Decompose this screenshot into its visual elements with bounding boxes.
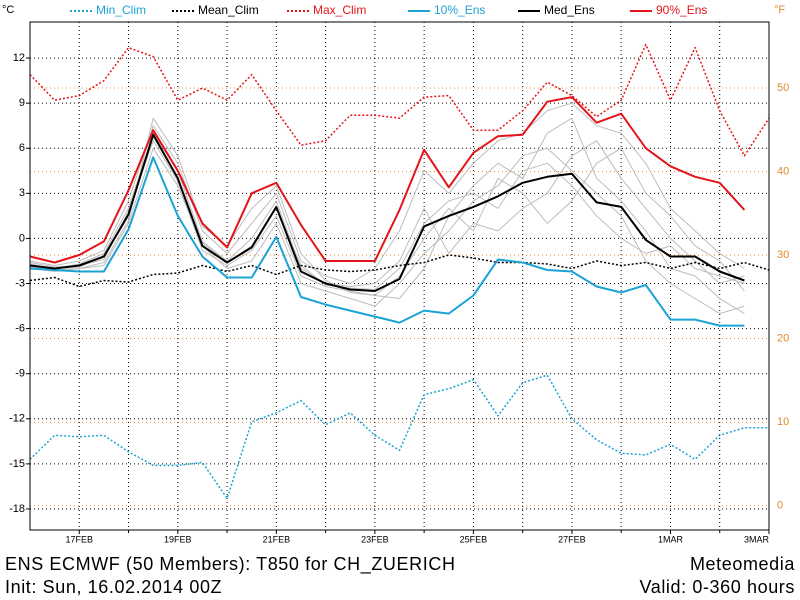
y2-axis-label: °F xyxy=(774,4,785,16)
series-line xyxy=(29,374,769,500)
x-tick-label: 25FEB xyxy=(460,534,488,544)
y-tick-label: -9 xyxy=(15,368,25,380)
chart-title: ENS ECMWF (50 Members): T850 for CH_ZUER… xyxy=(5,554,456,575)
legend-label: 10%_Ens xyxy=(434,3,485,17)
plot-frame xyxy=(29,21,770,531)
y-tick-label: 9 xyxy=(19,97,25,109)
y-tick-label: 12 xyxy=(13,52,25,64)
x-tick-label: 3MAR xyxy=(744,534,770,544)
y-tick-label: -3 xyxy=(15,277,25,289)
y-tick-label: -12 xyxy=(9,413,25,425)
y-tick-label: -15 xyxy=(9,458,25,470)
source: Meteomedia xyxy=(690,554,795,574)
y2-tick-label: 50 xyxy=(777,82,789,94)
y-tick-label: -6 xyxy=(15,323,25,335)
legend-label: Min_Clim xyxy=(96,3,146,17)
series-line xyxy=(29,133,745,292)
y-tick-label: 0 xyxy=(19,232,25,244)
y2-tick-label: 20 xyxy=(777,333,789,345)
y2-tick-label: 10 xyxy=(777,416,789,428)
member-line xyxy=(29,147,745,315)
legend-label: Med_Ens xyxy=(544,3,595,17)
y-tick-label: 3 xyxy=(19,187,25,199)
series-line xyxy=(29,96,746,264)
x-tick-label: 27FEB xyxy=(558,534,586,544)
series-line xyxy=(29,43,770,157)
y2-tick-label: 0 xyxy=(777,500,783,512)
series-line xyxy=(29,156,745,327)
legend-label: Mean_Clim xyxy=(198,3,259,17)
y-axis-label: °C xyxy=(2,4,14,16)
annotation: Valid: 0-360 hours xyxy=(639,577,795,597)
member-line xyxy=(29,117,745,315)
x-tick-label: 17FEB xyxy=(66,534,94,544)
legend-label: 90%_Ens xyxy=(656,3,707,17)
y-tick-label: -18 xyxy=(9,503,25,515)
x-tick-label: 23FEB xyxy=(361,534,389,544)
y2-tick-label: 40 xyxy=(777,165,789,177)
legend-label: Max_Clim xyxy=(313,3,366,17)
x-tick-label: 19FEB xyxy=(164,534,192,544)
x-tick-label: 21FEB xyxy=(263,534,291,544)
chart-subtitle: Init: Sun, 16.02.2014 00Z xyxy=(5,577,222,597)
y2-tick-label: 30 xyxy=(777,249,789,261)
x-tick-label: 1MAR xyxy=(658,534,684,544)
y-tick-label: 6 xyxy=(19,142,25,154)
